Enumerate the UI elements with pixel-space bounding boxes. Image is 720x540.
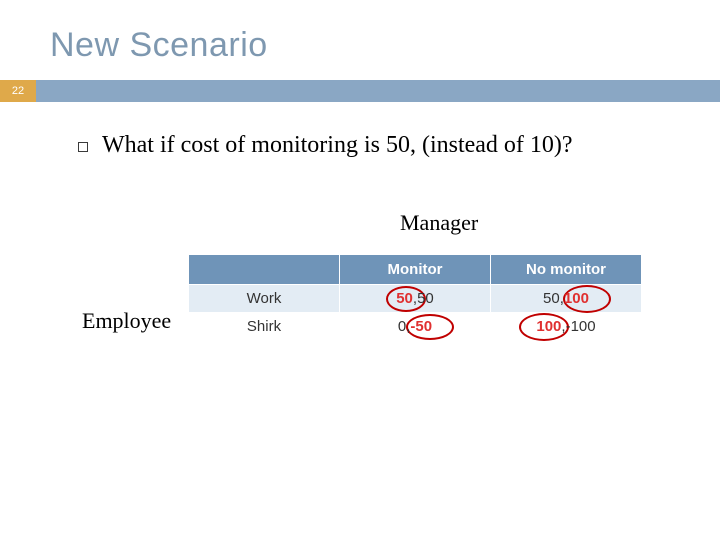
payoff-text: 50,50 [396, 290, 434, 307]
page-number-box: 22 [0, 80, 36, 102]
table-header-row: Monitor No monitor [189, 255, 642, 285]
page-number: 22 [12, 85, 24, 97]
bullet-square-icon [78, 142, 88, 152]
table-header-monitor: Monitor [340, 255, 491, 285]
table-row: Work 50,50 50,100 [189, 285, 642, 313]
row-player-label: Employee [82, 308, 171, 334]
accent-bar: 22 [0, 80, 720, 102]
payoff-cell: 50,100 [491, 285, 642, 313]
payoff-text: 0,-50 [398, 318, 432, 335]
slide: New Scenario 22 What if cost of monitori… [0, 0, 720, 540]
table-header-blank [189, 255, 340, 285]
table-row: Shirk 0,-50 100,-100 [189, 313, 642, 341]
row-stub: Work [189, 285, 340, 313]
table-header-no-monitor: No monitor [491, 255, 642, 285]
accent-stripe [36, 80, 720, 102]
payoff-cell: 50,50 [340, 285, 491, 313]
bullet-row: What if cost of monitoring is 50, (inste… [78, 132, 573, 159]
payoff-text: 100,-100 [536, 318, 595, 335]
payoff-table: Monitor No monitor Work 50,50 50,100 Shirk 0… [188, 254, 642, 341]
payoff-text: 50,100 [543, 290, 589, 307]
column-player-label: Manager [400, 210, 478, 236]
payoff-cell: 100,-100 [491, 313, 642, 341]
slide-title: New Scenario [50, 26, 268, 65]
payoff-cell: 0,-50 [340, 313, 491, 341]
bullet-text: What if cost of monitoring is 50, (inste… [102, 132, 573, 159]
row-stub: Shirk [189, 313, 340, 341]
